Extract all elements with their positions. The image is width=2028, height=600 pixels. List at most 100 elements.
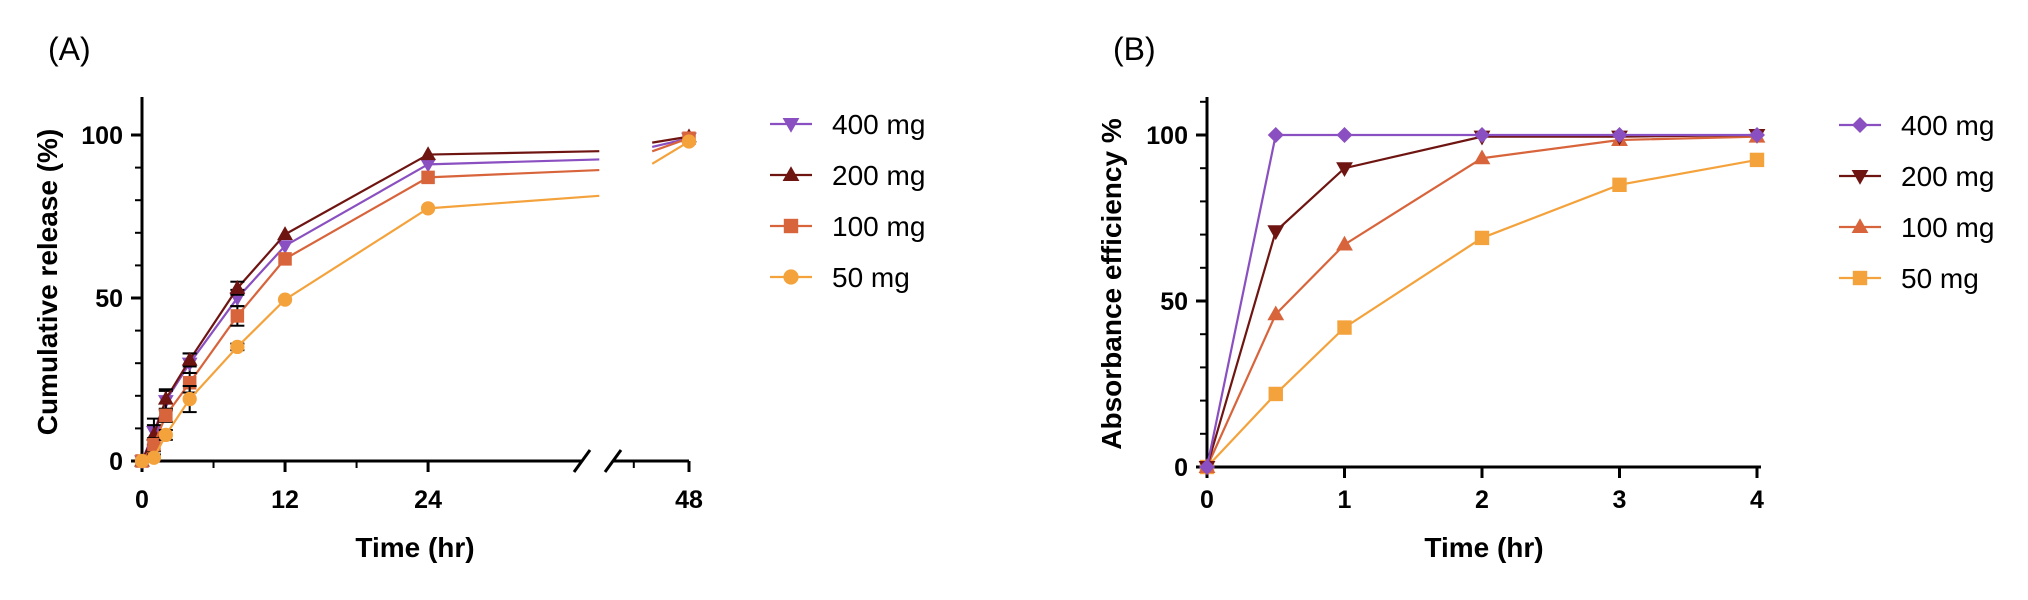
- series-50-mg: [1199, 152, 1765, 475]
- legend-marker: [1852, 270, 1868, 286]
- x-tick-label: 48: [675, 486, 703, 514]
- x-tick-label: 4: [1750, 486, 1764, 514]
- data-point: [134, 453, 150, 469]
- legend-label: 100 mg: [832, 211, 925, 242]
- data-point: [230, 339, 245, 355]
- data-point: [1337, 320, 1352, 335]
- panel-b-x-axis-title: Time (hr): [1424, 532, 1543, 563]
- data-point: [181, 351, 198, 366]
- series-line: [141, 168, 600, 462]
- data-point: [1267, 127, 1284, 143]
- y-tick-label: 50: [95, 285, 123, 313]
- x-tick-label: 24: [414, 486, 442, 514]
- data-point: [1474, 127, 1490, 143]
- x-tick-label: 0: [135, 486, 149, 514]
- panel-b-y-axis-title: Absorbance efficiency %: [1096, 118, 1127, 450]
- panel-a-y-axis-title: Cumulative release (%): [32, 129, 63, 436]
- data-point: [182, 391, 197, 407]
- y-tick-label: 0: [1174, 454, 1188, 482]
- legend-item: 400 mg: [1839, 110, 1994, 141]
- legend-marker: [1851, 170, 1869, 185]
- legend-marker: [783, 218, 799, 234]
- series-line: [651, 140, 690, 165]
- legend-label: 50 mg: [832, 262, 910, 293]
- data-point: [158, 427, 173, 443]
- x-tick-label: 3: [1613, 486, 1627, 514]
- data-point: [278, 252, 292, 266]
- legend-marker: [782, 118, 800, 133]
- panel-b: (B) Time (hr) Absorbance efficiency % 0 1…: [1096, 31, 1994, 563]
- legend-item: 100 mg: [770, 211, 925, 242]
- series-100-mg: [1198, 127, 1766, 473]
- data-point: [420, 158, 436, 173]
- panel-b-label: (B): [1113, 31, 1156, 67]
- x-tick-label: 0: [1200, 486, 1214, 514]
- panel-a-legend: 400 mg 200 mg 100 mg 50 mg: [770, 109, 925, 293]
- series-100-mg: [135, 131, 696, 468]
- panel-a-label: (A): [48, 31, 91, 67]
- panel-b-series: [1198, 127, 1766, 476]
- data-point: [1474, 230, 1490, 246]
- legend-item: 200 mg: [1839, 161, 1994, 192]
- data-point: [1749, 127, 1765, 143]
- legend-item: 200 mg: [770, 160, 925, 191]
- data-point: [1267, 225, 1285, 241]
- legend-label: 100 mg: [1901, 212, 1994, 243]
- x-tick-label: 1: [1338, 486, 1352, 514]
- data-point: [277, 292, 293, 307]
- data-point: [1267, 305, 1285, 321]
- panel-a-x-axis: [142, 449, 689, 473]
- data-point: [159, 408, 173, 423]
- legend-item: 50 mg: [1839, 263, 1979, 294]
- panel-a-series: [134, 128, 697, 470]
- data-point: [230, 309, 245, 323]
- series-400-mg: [134, 132, 697, 470]
- legend-label: 200 mg: [832, 160, 925, 191]
- data-point: [681, 134, 697, 149]
- series-50-mg: [134, 134, 697, 469]
- data-point: [1749, 152, 1765, 168]
- series-400-mg: [1199, 127, 1765, 475]
- data-point: [1473, 149, 1491, 165]
- legend-label: 200 mg: [1901, 161, 1994, 192]
- data-point: [1612, 177, 1627, 192]
- series-line: [1205, 133, 1758, 468]
- data-point: [1268, 386, 1283, 402]
- series-200-mg: [1198, 129, 1766, 476]
- data-point: [421, 170, 435, 185]
- data-point: [1336, 127, 1353, 143]
- y-tick-label: 0: [109, 448, 123, 476]
- legend-label: 400 mg: [832, 109, 925, 140]
- series-line: [1206, 158, 1758, 468]
- legend-marker: [1852, 117, 1868, 133]
- data-point: [147, 437, 161, 452]
- data-point: [1336, 162, 1353, 177]
- legend-marker: [782, 166, 800, 181]
- data-point: [1336, 235, 1353, 251]
- series-200-mg: [134, 128, 697, 467]
- data-point: [277, 226, 293, 241]
- panel-b-ticks: 0 1 2 3 4 0 50 100: [1146, 100, 1764, 514]
- legend-label: 50 mg: [1901, 263, 1979, 294]
- data-point: [157, 390, 174, 405]
- data-point: [229, 279, 246, 294]
- panel-a-ticks: 0 12 24 48 0 50 100: [81, 122, 703, 514]
- panel-b-legend: 400 mg 200 mg 100 mg 50 mg: [1839, 110, 1994, 294]
- legend-item: 400 mg: [770, 109, 925, 140]
- data-point: [277, 240, 293, 255]
- legend-marker: [783, 269, 799, 285]
- panel-a: (A) Time (hr) Cumulative release (%) 0 12…: [32, 31, 925, 563]
- series-line: [1205, 135, 1758, 468]
- x-tick-label: 12: [271, 486, 299, 514]
- data-point: [146, 450, 162, 465]
- data-point: [1199, 459, 1215, 475]
- panel-a-x-axis-title: Time (hr): [355, 532, 474, 563]
- data-point: [420, 146, 436, 161]
- y-tick-label: 100: [81, 122, 123, 150]
- legend-item: 50 mg: [770, 262, 910, 293]
- series-line: [1205, 133, 1757, 468]
- legend-item: 100 mg: [1839, 212, 1994, 243]
- data-point: [420, 201, 436, 216]
- axis-break-marks: [572, 449, 623, 473]
